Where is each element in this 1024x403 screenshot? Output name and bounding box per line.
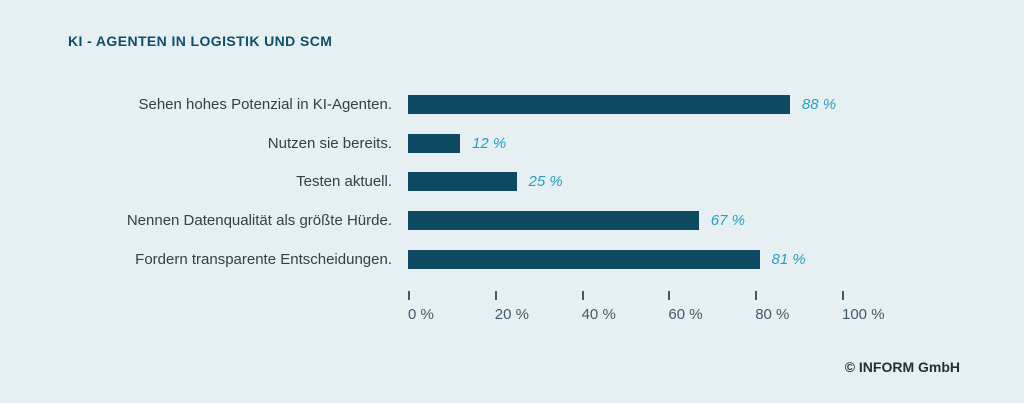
axis-tick-label: 60 %: [668, 306, 703, 323]
bar: [408, 95, 790, 114]
category-label: Nutzen sie bereits.: [267, 134, 392, 152]
bar-track: 67 %: [408, 211, 842, 231]
bar: [408, 172, 517, 192]
x-axis: 0 % 20 % 40 % 60 % 80 % 100 %: [408, 291, 928, 327]
chart-row: Fordern transparente Entscheidungen. 81 %: [0, 249, 1024, 269]
axis-tick-label: 40 %: [581, 306, 616, 323]
chart-row: Nutzen sie bereits. 12 %: [0, 133, 1024, 153]
chart-row: Sehen hohes Potenzial in KI-Agenten. 88 %: [0, 95, 1024, 114]
axis-tick: [668, 291, 671, 300]
category-label: Testen aktuell.: [296, 173, 392, 191]
copyright: © INFORM GmbH: [844, 359, 960, 375]
bar-track: 25 %: [408, 172, 842, 192]
axis-tick-label: 0 %: [408, 306, 434, 323]
value-label: 12 %: [472, 134, 507, 152]
bar-track: 81 %: [408, 249, 842, 269]
chart-title: KI - AGENTEN IN LOGISTIK UND SCM: [68, 33, 333, 49]
chart-row: Testen aktuell. 25 %: [0, 172, 1024, 192]
value-label: 88 %: [801, 96, 837, 113]
value-label: 81 %: [771, 250, 806, 268]
bar: [408, 211, 699, 231]
axis-tick-label: 20 %: [494, 306, 529, 323]
axis-tick-label: 100 %: [842, 306, 885, 323]
value-label: 25 %: [528, 173, 563, 191]
bar-chart: Sehen hohes Potenzial in KI-Agenten. 88 %…: [0, 95, 1024, 275]
bar-track: 88 %: [408, 95, 842, 114]
category-label: Nennen Datenqualität als größte Hürde.: [126, 212, 392, 230]
category-label: Fordern transparente Entscheidungen.: [135, 250, 392, 268]
chart-row: Nennen Datenqualität als größte Hürde. 67…: [0, 211, 1024, 231]
axis-tick: [755, 291, 758, 300]
axis-tick-label: 80 %: [755, 306, 790, 323]
value-label: 67 %: [710, 212, 745, 230]
bar: [408, 133, 461, 153]
axis-tick: [581, 291, 584, 300]
bar: [408, 249, 760, 269]
axis-tick: [494, 291, 497, 300]
axis-tick: [408, 291, 410, 300]
axis-tick: [842, 291, 844, 300]
category-label: Sehen hohes Potenzial in KI-Agenten.: [138, 96, 392, 113]
bar-track: 12 %: [408, 133, 842, 153]
